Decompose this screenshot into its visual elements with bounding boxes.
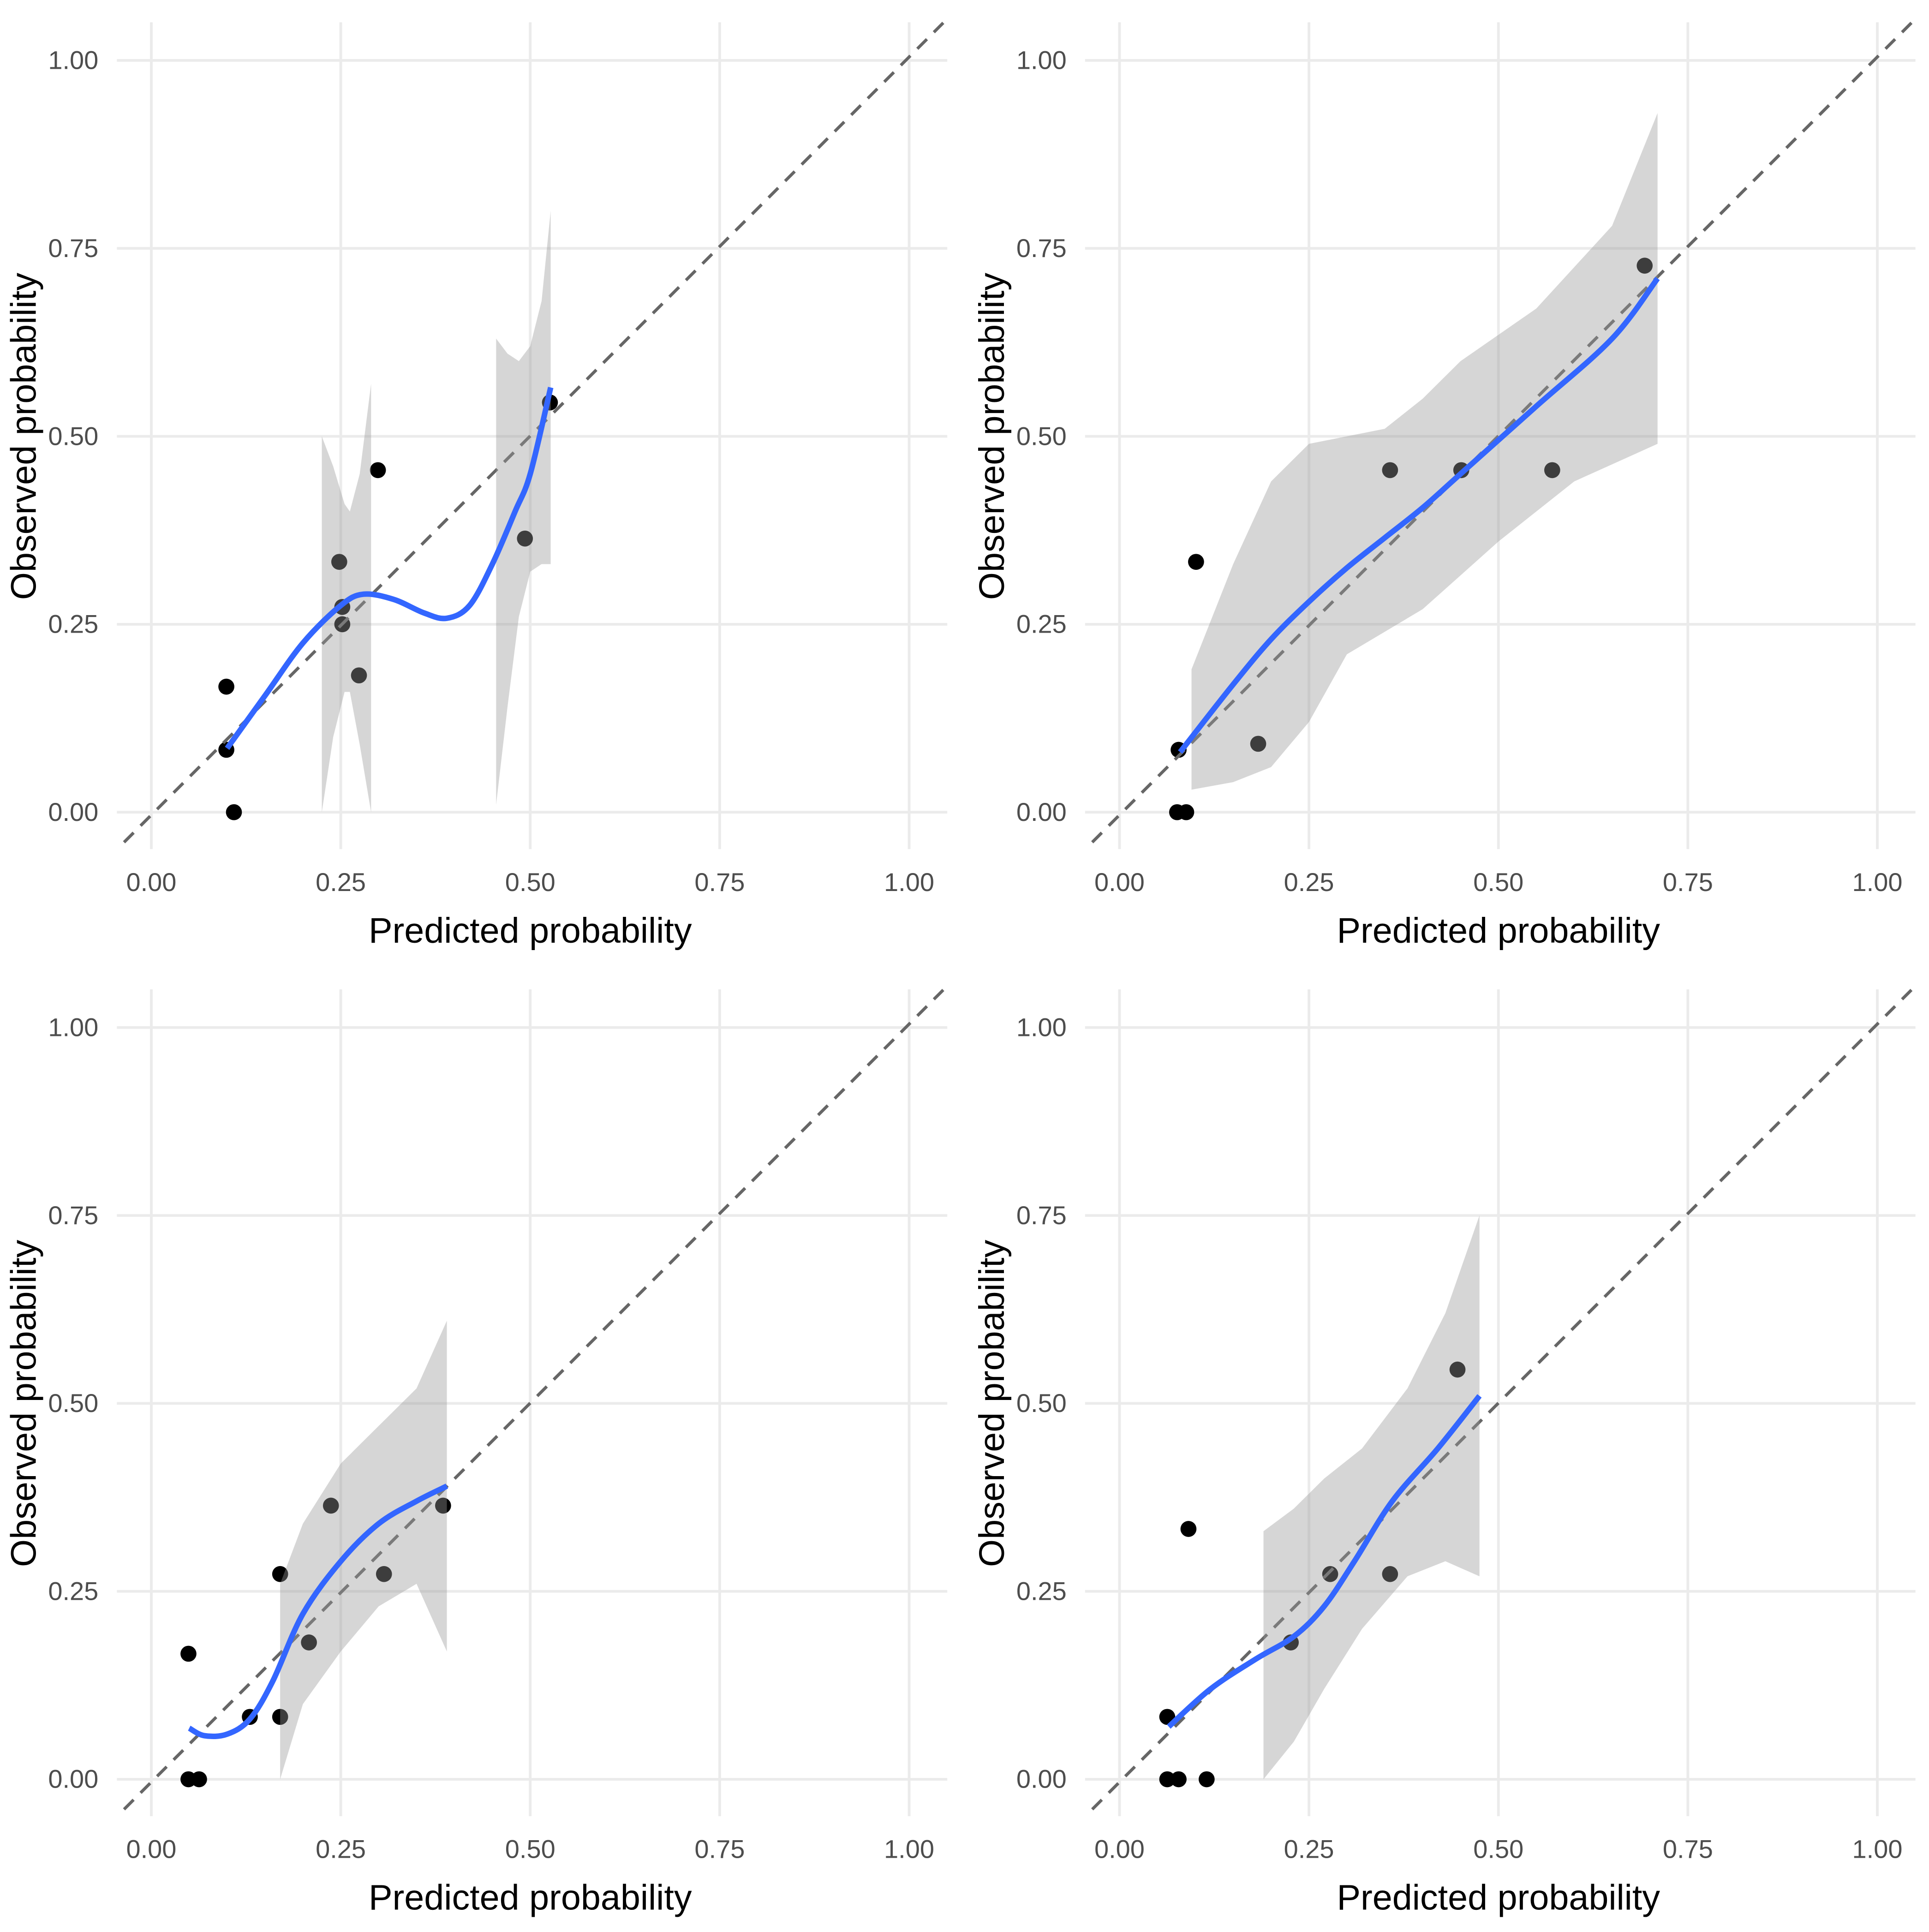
- data-point: [331, 554, 347, 570]
- data-point: [191, 1771, 207, 1788]
- y-tick-label: 0.25: [1016, 610, 1067, 639]
- y-tick-label: 0.00: [48, 1765, 98, 1794]
- confidence-band: [496, 210, 551, 805]
- smooth-curve: [225, 387, 554, 750]
- data-point: [226, 804, 242, 820]
- x-tick-label: 0.50: [505, 1835, 555, 1864]
- panel-2: 0.00 0.00 0.25 0.25 0.50 0.50 0.75 0.75 1.00 1.00…: [972, 22, 1916, 951]
- panel-1: 0.00 0.00 0.25 0.25 0.50 0.50 0.75 0.75 1.00 1.00…: [4, 22, 948, 951]
- data-point: [517, 530, 533, 547]
- x-tick-label: 0.50: [505, 867, 555, 897]
- x-tick-label: 0.25: [316, 867, 366, 897]
- y-tick-label: 0.50: [48, 1388, 98, 1418]
- x-tick-label: 0.00: [126, 1835, 176, 1864]
- x-axis-title: Predicted probability: [369, 1878, 692, 1918]
- smooth-curve: [188, 1483, 448, 1740]
- x-tick-label: 0.00: [1094, 1835, 1145, 1864]
- x-tick-label: 1.00: [1852, 1835, 1903, 1864]
- y-tick-label: 0.75: [48, 233, 98, 263]
- data-point: [1180, 1521, 1197, 1537]
- smooth-curve: [1178, 276, 1660, 754]
- y-tick-label: 0.50: [1016, 1388, 1067, 1418]
- data-point: [1322, 1566, 1338, 1582]
- data-point: [351, 667, 367, 684]
- data-point: [322, 1497, 339, 1514]
- y-tick-label: 1.00: [48, 46, 98, 75]
- y-tick-label: 0.00: [48, 797, 98, 826]
- y-tick-label: 0.25: [48, 1576, 98, 1605]
- x-tick-label: 1.00: [884, 1835, 934, 1864]
- data-point: [1188, 554, 1204, 570]
- confidence-band: [1191, 113, 1658, 790]
- x-axis-title: Predicted probability: [369, 911, 692, 951]
- confidence-band: [1263, 1215, 1480, 1780]
- y-axis-title: Observed probability: [4, 1240, 43, 1567]
- data-point: [1199, 1771, 1215, 1788]
- reference-diagonal-line: [1091, 989, 1913, 1811]
- data-point: [376, 1566, 392, 1582]
- data-point: [1250, 736, 1266, 752]
- y-tick-label: 0.25: [1016, 1576, 1067, 1605]
- x-tick-label: 0.25: [1284, 867, 1334, 897]
- reference-diagonal-line: [1091, 22, 1913, 843]
- y-axis-title: Observed probability: [972, 1240, 1012, 1567]
- x-tick-label: 0.75: [694, 1835, 745, 1864]
- y-axis-title: Observed probability: [4, 273, 43, 600]
- data-point: [301, 1634, 317, 1651]
- data-point: [1544, 462, 1560, 479]
- x-tick-label: 0.25: [1284, 1835, 1334, 1864]
- y-tick-label: 0.75: [1016, 1201, 1067, 1230]
- y-tick-label: 1.00: [1016, 46, 1067, 75]
- y-tick-label: 0.75: [48, 1201, 98, 1230]
- data-point: [1449, 1361, 1466, 1378]
- y-tick-label: 0.25: [48, 610, 98, 639]
- data-point: [1178, 804, 1194, 820]
- data-point: [370, 462, 386, 479]
- data-point: [272, 1566, 288, 1582]
- data-point: [180, 1645, 197, 1662]
- smooth-curve: [1167, 1394, 1482, 1729]
- x-axis-title: Predicted probability: [1337, 911, 1660, 951]
- y-tick-label: 0.50: [1016, 421, 1067, 450]
- reference-diagonal-line: [123, 989, 944, 1811]
- x-tick-label: 0.50: [1473, 867, 1523, 897]
- x-tick-label: 0.00: [126, 867, 176, 897]
- data-point: [1159, 1771, 1176, 1788]
- x-tick-label: 0.25: [316, 1835, 366, 1864]
- y-axis-title: Observed probability: [972, 273, 1012, 600]
- panel-4: 0.00 0.00 0.25 0.25 0.50 0.50 0.75 0.75 1.00 1.00…: [972, 989, 1916, 1918]
- y-tick-label: 1.00: [1016, 1012, 1067, 1041]
- data-point: [1382, 1566, 1398, 1582]
- x-tick-label: 1.00: [1852, 867, 1903, 897]
- x-tick-label: 0.75: [1663, 1835, 1713, 1864]
- data-point: [435, 1497, 451, 1514]
- data-point: [1171, 1771, 1187, 1788]
- y-tick-label: 0.75: [1016, 233, 1067, 263]
- x-tick-label: 0.75: [1663, 867, 1713, 897]
- confidence-band: [280, 1321, 447, 1780]
- y-tick-label: 0.00: [1016, 1765, 1067, 1794]
- data-point: [1382, 462, 1398, 479]
- y-tick-label: 0.50: [48, 421, 98, 450]
- x-tick-label: 0.75: [694, 867, 745, 897]
- data-point: [1636, 257, 1653, 274]
- data-point: [272, 1709, 288, 1725]
- x-tick-label: 0.50: [1473, 1835, 1523, 1864]
- x-tick-label: 0.00: [1094, 867, 1145, 897]
- panel-3: 0.00 0.00 0.25 0.25 0.50 0.50 0.75 0.75 1.00 1.00…: [4, 989, 948, 1918]
- y-tick-label: 0.00: [1016, 797, 1067, 826]
- data-point: [218, 678, 234, 695]
- x-tick-label: 1.00: [884, 867, 934, 897]
- y-tick-label: 1.00: [48, 1012, 98, 1041]
- x-axis-title: Predicted probability: [1337, 1878, 1660, 1918]
